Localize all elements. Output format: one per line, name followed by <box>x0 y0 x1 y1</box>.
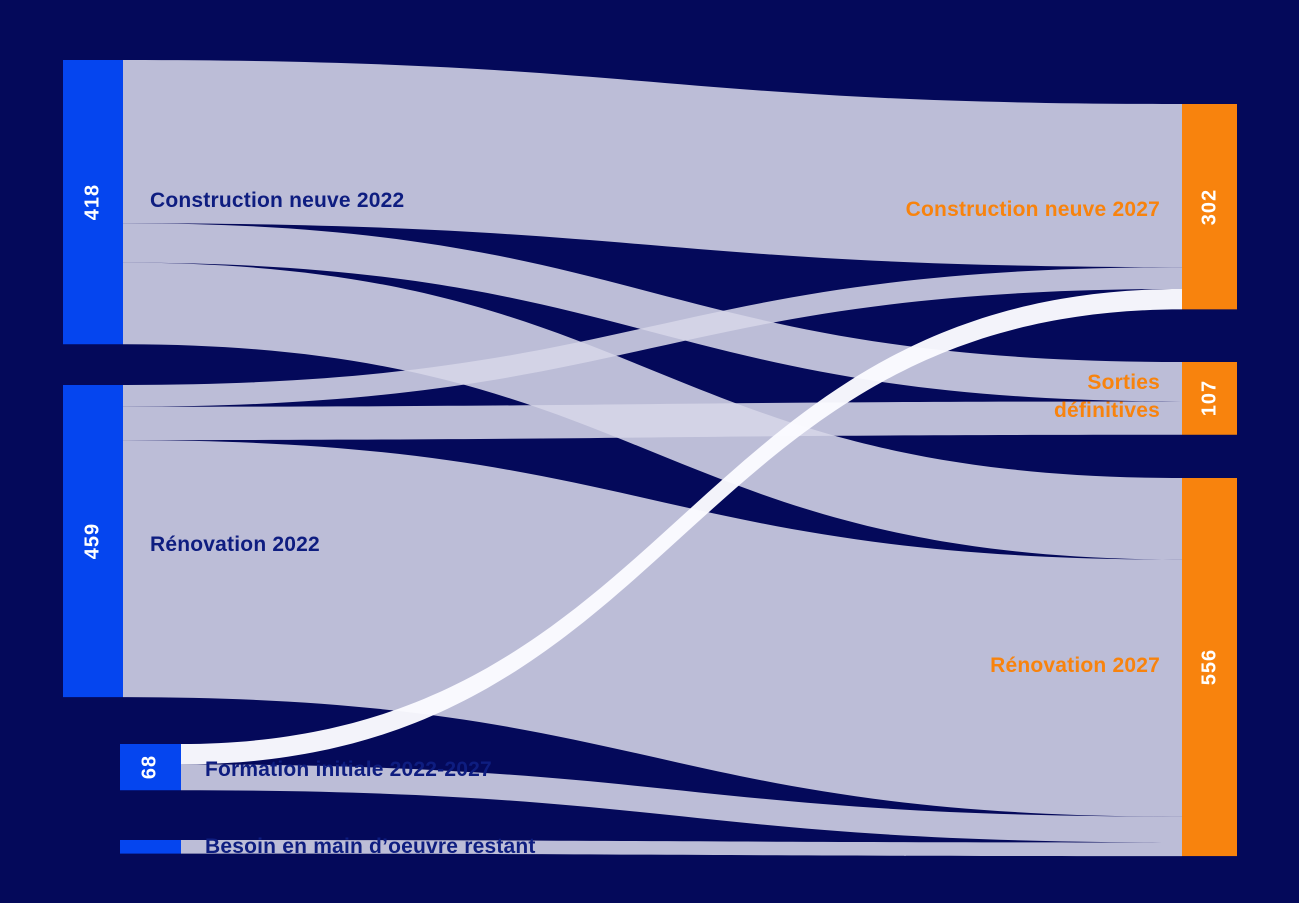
node-s27 <box>1182 362 1237 435</box>
flow-r22-r27 <box>123 440 1182 817</box>
flow-b-r27 <box>181 840 1182 857</box>
flow-r22-c27 <box>123 267 1182 407</box>
flow-f-r27 <box>181 764 1182 843</box>
node-value-formation-initiale: 68 <box>138 754 161 780</box>
node-value-renovation-2027: 556 <box>1198 648 1221 686</box>
node-label-renovation-2022: Rénovation 2022 <box>150 533 320 556</box>
node-label-renovation-2027: Rénovation 2027 <box>990 654 1160 677</box>
node-value-renovation-2022: 459 <box>81 522 104 560</box>
node-label-formation-initiale: Formation initiale 2022-2027 <box>205 758 492 781</box>
node-c27 <box>1182 104 1237 310</box>
node-b <box>120 840 181 854</box>
node-f <box>120 744 181 791</box>
flow-r22-s27 <box>123 401 1182 441</box>
node-label-construction-neuve-2022: Construction neuve 2022 <box>150 189 405 212</box>
flow-f-c27 <box>181 288 1182 765</box>
node-label-besoin-main-doeuvre: Besoin en main d’oeuvre restant <box>205 835 536 858</box>
node-r22 <box>63 385 123 698</box>
node-label-sorties-definitives: Sorties définitives <box>1053 371 1160 422</box>
flow-c22-c27 <box>123 60 1182 268</box>
node-value-sorties-definitives: 107 <box>1198 379 1221 417</box>
node-value-construction-neuve-2022: 418 <box>81 183 104 221</box>
node-value-construction-neuve-2027: 302 <box>1198 188 1221 226</box>
node-r27 <box>1182 478 1237 857</box>
node-label-construction-neuve-2027: Construction neuve 2027 <box>905 198 1160 221</box>
node-c22 <box>63 60 123 345</box>
